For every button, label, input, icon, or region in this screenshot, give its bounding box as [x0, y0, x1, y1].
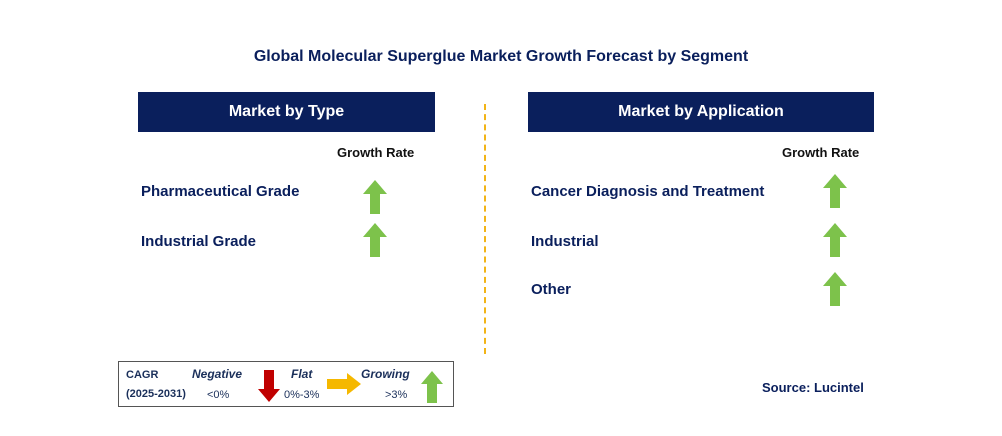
legend-cagr-label: CAGR	[126, 369, 159, 381]
source-label: Source: Lucintel	[762, 380, 864, 395]
up-arrow-icon	[823, 223, 847, 257]
legend-growing-label: Growing	[361, 367, 410, 381]
legend-growing-range: >3%	[385, 389, 408, 401]
right-arrow-icon	[327, 373, 361, 395]
application-growth-rate-label: Growth Rate	[782, 145, 860, 160]
down-arrow-icon	[258, 370, 280, 402]
legend-flat-label: Flat	[291, 367, 313, 381]
up-arrow-icon	[823, 272, 847, 306]
type-growth-rate-label: Growth Rate	[337, 145, 415, 160]
cagr-legend: CAGR (2025-2031) Negative <0% Flat 0%-3%…	[118, 361, 454, 407]
segment-label-cancer-diagnosis: Cancer Diagnosis and Treatment	[531, 183, 765, 200]
up-arrow-icon	[363, 180, 387, 214]
legend-flat-range: 0%-3%	[284, 389, 320, 401]
segment-label-industrial: Industrial	[531, 233, 599, 250]
up-arrow-icon	[421, 371, 443, 403]
legend-negative-label: Negative	[192, 367, 243, 381]
legend-period: (2025-2031)	[126, 388, 186, 400]
segment-label-other: Other	[531, 281, 572, 298]
up-arrow-icon	[363, 223, 387, 257]
up-arrow-icon	[823, 174, 847, 208]
chart-title: Global Molecular Superglue Market Growth…	[253, 48, 749, 65]
panel-divider	[484, 104, 486, 354]
segment-label-industrial-grade: Industrial Grade	[141, 233, 257, 250]
segment-label-pharmaceutical-grade: Pharmaceutical Grade	[141, 183, 300, 200]
application-panel-header: Market by Application	[528, 92, 874, 132]
legend-negative-range: <0%	[207, 389, 230, 401]
type-panel-header: Market by Type	[138, 92, 435, 132]
